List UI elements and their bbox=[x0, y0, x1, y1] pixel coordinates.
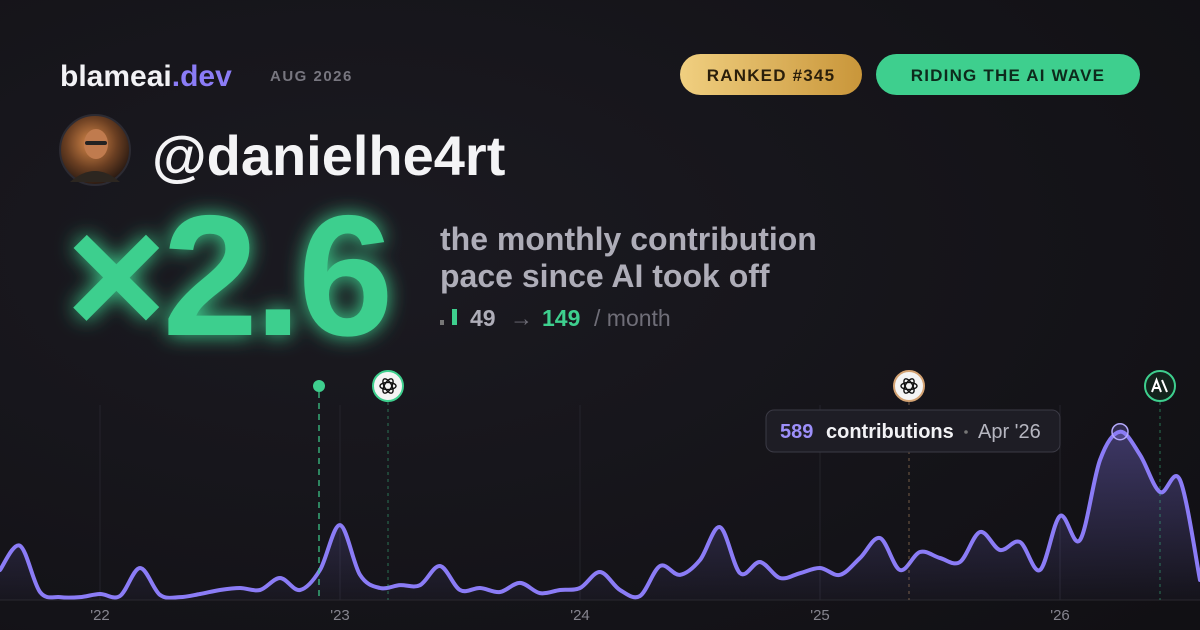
stat-unit: / month bbox=[594, 305, 671, 331]
brand-name: blameai bbox=[60, 60, 172, 93]
tooltip: 589 contributions Apr '26 bbox=[765, 409, 1061, 453]
x-tick-label: '23 bbox=[330, 607, 350, 624]
stat-before: 49 bbox=[470, 305, 496, 331]
highlight-point bbox=[1111, 422, 1129, 441]
area bbox=[0, 431, 1200, 600]
event-markers bbox=[313, 370, 1176, 600]
stat-arrow: → bbox=[510, 305, 533, 331]
separator bbox=[964, 430, 968, 434]
x-tick-label: '22 bbox=[90, 607, 110, 624]
date: AUG 2026 bbox=[270, 68, 353, 85]
event-dot bbox=[313, 380, 325, 392]
stat-icon bbox=[452, 309, 457, 325]
tooltip-date: Apr '26 bbox=[978, 421, 1041, 443]
stat-icon bbox=[440, 320, 444, 325]
badge-text: RIDING THE AI WAVE bbox=[911, 66, 1105, 85]
openai-icon bbox=[893, 370, 925, 402]
description: the monthly contribution bbox=[440, 221, 817, 257]
openai-icon bbox=[372, 370, 404, 402]
stat-after: 149 bbox=[542, 305, 580, 331]
x-tick-label: '24 bbox=[570, 607, 590, 624]
x-tick-label: '25 bbox=[810, 607, 830, 624]
badge bbox=[680, 54, 862, 95]
description: pace since AI took off bbox=[440, 258, 770, 294]
multiplier: ×2.6 bbox=[66, 180, 390, 372]
tooltip-box bbox=[765, 409, 1061, 453]
badge bbox=[876, 54, 1140, 95]
anthropic-icon bbox=[1144, 370, 1176, 402]
tooltip-value: 589 bbox=[780, 421, 813, 443]
badge-text: RANKED #345 bbox=[707, 66, 835, 85]
avatar bbox=[59, 114, 131, 186]
x-tick-label: '26 bbox=[1050, 607, 1070, 624]
brand-tld: .dev bbox=[172, 60, 232, 93]
line bbox=[0, 429, 1200, 600]
brand: blameai.dev bbox=[60, 60, 232, 93]
handle: @danielhe4rt bbox=[152, 124, 505, 187]
tooltip-label: contributions bbox=[826, 421, 954, 443]
